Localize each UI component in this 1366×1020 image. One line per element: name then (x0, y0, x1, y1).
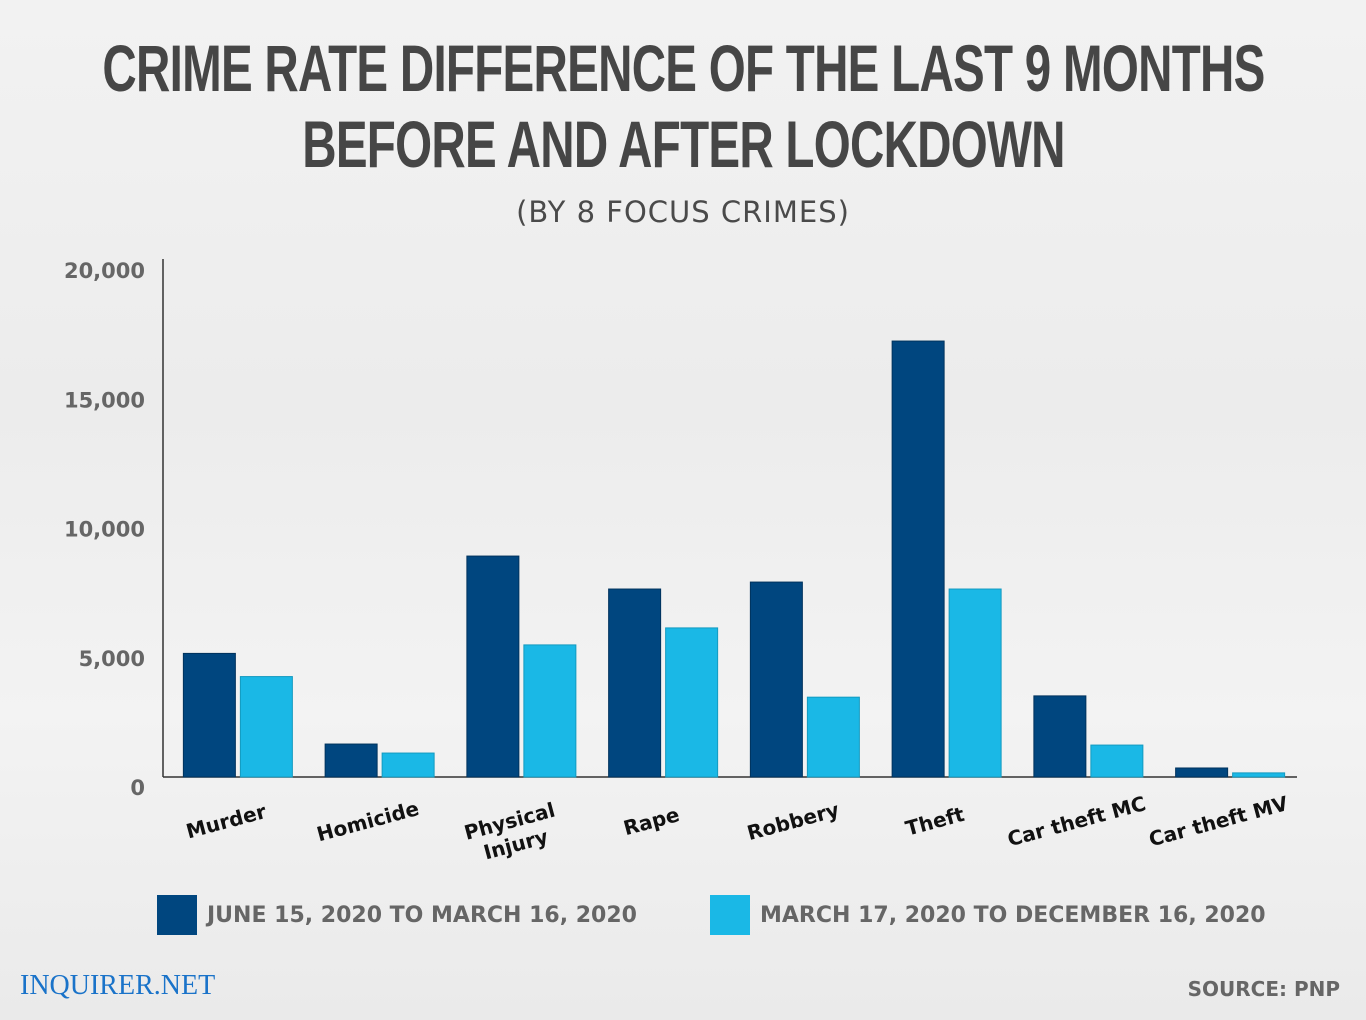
bar-chart: 20,000 15,000 10,000 5,000 0 Murder Homicide Ph… (64, 259, 1297, 868)
y-tick-label: 20,000 (64, 259, 145, 283)
chart-title: CRIME RATE DIFFERENCE OF THE LAST 9 MONT… (101, 31, 1265, 181)
chart-header: CRIME RATE DIFFERENCE OF THE LAST 9 MONT… (0, 30, 1366, 230)
bar-after (1232, 772, 1286, 778)
y-tick-label: 10,000 (64, 518, 145, 542)
bar-before (749, 581, 803, 778)
y-tick-label: 0 (130, 776, 145, 800)
bar-before (891, 340, 945, 778)
bar-before (608, 588, 662, 778)
bar-after (381, 752, 435, 778)
y-tick-label: 15,000 (64, 388, 145, 412)
x-tick-label: Car theft MC (1005, 791, 1149, 851)
legend-item-2: MARCH 17, 2020 TO DECEMBER 16, 2020 (710, 895, 1266, 935)
bar-after (806, 696, 860, 778)
y-tick-label: 5,000 (79, 647, 145, 671)
bar-before (1175, 767, 1229, 778)
x-tick-label: Robbery (744, 797, 841, 845)
source-note: SOURCE: PNP (1187, 977, 1340, 1001)
bar-before (182, 652, 236, 778)
legend-swatch (710, 895, 750, 935)
bar-before (466, 555, 520, 778)
legend-item-1: JUNE 15, 2020 TO MARCH 16, 2020 (157, 895, 637, 935)
bar-after (948, 588, 1002, 778)
x-tick-label: Rape (621, 802, 682, 840)
legend-label: MARCH 17, 2020 TO DECEMBER 16, 2020 (760, 902, 1266, 928)
bar-after (523, 644, 577, 778)
x-tick-label: Murder (183, 799, 268, 843)
bar-before (324, 743, 378, 778)
bar-after (239, 676, 293, 778)
bar-before (1033, 695, 1087, 778)
x-tick-label: PhysicalInjury (462, 798, 564, 868)
x-tick-label: Theft (903, 802, 967, 841)
bar-after (1090, 744, 1144, 778)
legend-label: JUNE 15, 2020 TO MARCH 16, 2020 (207, 902, 637, 928)
x-tick-label: Car theft MV (1146, 791, 1291, 851)
chart-subtitle: (BY 8 FOCUS CRIMES) (516, 195, 850, 229)
x-tick-label: Homicide (314, 796, 421, 846)
bar-after (665, 627, 719, 778)
brand-logo: INQUIRER.NET (20, 970, 216, 1001)
legend-swatch (157, 895, 197, 935)
